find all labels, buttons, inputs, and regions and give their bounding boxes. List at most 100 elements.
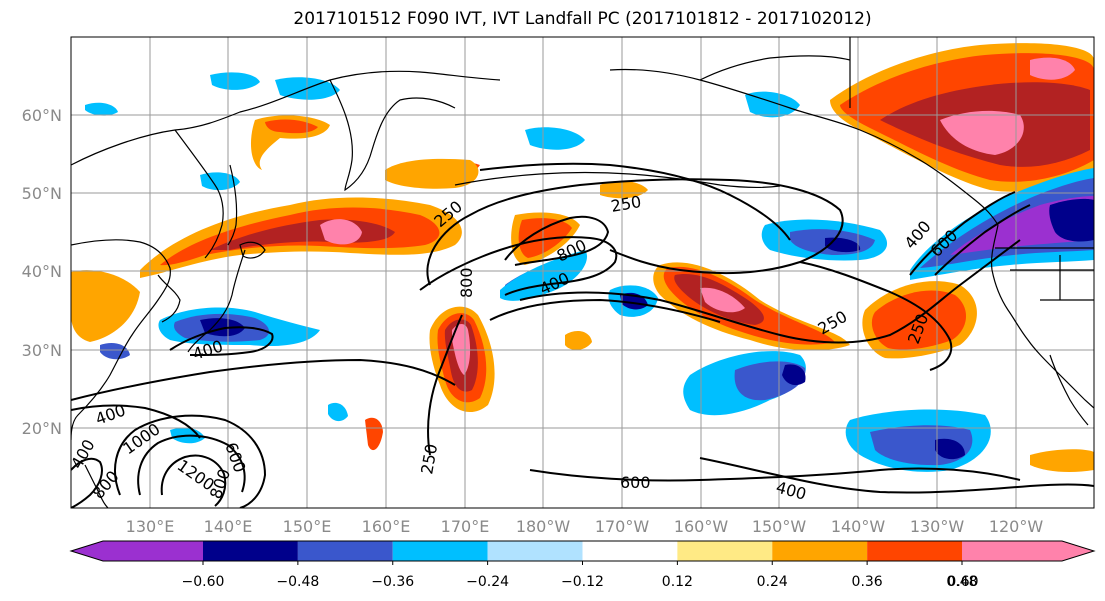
shade-neg-eastern-tropics-dark xyxy=(782,364,806,386)
shade-neg-north-islands-1 xyxy=(210,72,260,90)
lon-label: 140°E xyxy=(204,517,253,536)
contour-250-main-loop xyxy=(426,178,844,286)
coastlines xyxy=(71,37,1094,508)
contour-vortex-outer xyxy=(114,414,267,508)
coast-aleutians xyxy=(454,171,781,188)
contour-250-east-branch xyxy=(799,261,953,371)
lon-label: 140°W xyxy=(831,517,886,536)
map-frame xyxy=(70,36,1095,509)
border-states xyxy=(1010,255,1094,301)
contour-northeast-400 xyxy=(909,191,1016,276)
shade-pos-bering-outer xyxy=(385,158,479,189)
shade-pos-central-small xyxy=(600,180,648,199)
contour-west-edge-loop xyxy=(71,457,103,508)
coast-kamchatka xyxy=(329,79,456,192)
coast-philippines xyxy=(84,464,109,508)
shade-pos-kamchatka-core xyxy=(265,119,318,134)
shade-pos-west-edge-outer xyxy=(71,270,140,342)
contour-400-tropics-west xyxy=(71,404,201,439)
chart-title: 2017101512 F090 IVT, IVT Landfall PC (20… xyxy=(293,9,872,29)
colorbar-segment xyxy=(487,541,583,561)
coast-alaska xyxy=(609,68,999,226)
shade-pos-gulf-alaska-peak xyxy=(940,110,1024,155)
shade-neg-tropics-small-1 xyxy=(328,402,348,422)
coast-alaska-north xyxy=(699,55,851,81)
colorbar-tick-label: −0.24 xyxy=(466,574,509,590)
lon-label: 120°W xyxy=(989,517,1044,536)
lon-label: 170°E xyxy=(441,517,490,536)
colorbar-segment xyxy=(297,541,393,561)
lon-label: 170°W xyxy=(595,517,650,536)
coast-asia-north xyxy=(71,70,501,166)
colorbar-tick-label: 0.24 xyxy=(757,574,788,590)
lat-label: 30°N xyxy=(22,341,62,360)
map-plot-area: 250 250 250 250 800 400 400 400 400 400 … xyxy=(71,37,1094,508)
lat-label: 50°N xyxy=(22,184,62,203)
shade-pos-central-small-2 xyxy=(565,330,592,350)
coast-east-asia xyxy=(71,239,171,441)
colorbar-tick-label: 0.12 xyxy=(662,574,693,590)
contour-250-southern-band xyxy=(71,358,456,401)
coast-japan xyxy=(187,249,246,353)
shade-pos-midlatitude-band-core xyxy=(518,218,572,258)
contour-400-east xyxy=(699,457,1094,494)
contour-vortex-inner xyxy=(160,454,227,507)
colorbar-segment xyxy=(582,541,678,561)
colorbar-tick-label: 0.48 xyxy=(946,574,977,590)
colorbar-segment xyxy=(772,541,868,561)
contour-400-mid xyxy=(489,298,721,323)
contour-250-north xyxy=(479,162,791,241)
shade-pos-east-tropics xyxy=(1030,449,1094,473)
shade-pos-central-pacific-peak xyxy=(700,287,745,313)
contour-600-east xyxy=(529,467,1021,482)
lon-labels: 130°E 140°E 150°E 160°E 170°E 180°W 170°… xyxy=(126,517,1044,536)
colorbar-tick-label: −0.60 xyxy=(182,574,225,590)
shade-pos-western-pacific-peak xyxy=(320,219,362,245)
colorbar-segment xyxy=(71,541,203,561)
coast-hokkaido xyxy=(239,241,266,259)
shade-neg-north-islands-5 xyxy=(85,102,118,116)
contour-label: 800 xyxy=(457,267,476,298)
lon-label: 150°W xyxy=(752,517,807,536)
coast-korea xyxy=(157,274,181,323)
positive-shading xyxy=(71,43,1094,473)
shade-pos-tropic-dot xyxy=(365,417,383,451)
coast-sakhalin xyxy=(227,164,238,246)
lon-label: 160°W xyxy=(674,517,729,536)
colorbar-segment xyxy=(677,541,773,561)
contour-800-inner xyxy=(504,215,610,266)
colorbar-segment xyxy=(962,541,1094,561)
colorbar-segment xyxy=(867,541,962,561)
colorbar-tick-label: 0.36 xyxy=(852,574,883,590)
colorbar-outline xyxy=(69,540,1096,562)
lat-label: 60°N xyxy=(22,106,62,125)
contour-vortex-middle xyxy=(137,434,246,496)
colorbar-tick-label: −0.12 xyxy=(561,574,604,590)
shade-neg-midlatitude-band-light xyxy=(500,250,588,301)
colorbar-tick-label: 0.60 xyxy=(947,574,978,590)
lon-label: 130°W xyxy=(910,517,965,536)
shade-neg-hawaii-dark xyxy=(935,438,965,460)
lat-label: 40°N xyxy=(22,262,62,281)
colorbar-ticks: −0.60 −0.48 −0.36 −0.24 −0.12 0.12 0.24 … xyxy=(182,574,979,590)
coast-canada-west xyxy=(990,224,1094,409)
contour-250-large-loop xyxy=(519,239,1021,344)
lon-label: 130°E xyxy=(126,517,175,536)
contour-label: 600 xyxy=(620,473,651,492)
shade-neg-north-islands-3 xyxy=(525,127,585,150)
coast-okhotsk xyxy=(174,129,224,259)
colorbar-segment xyxy=(203,541,298,561)
colorbar-segment xyxy=(392,541,488,561)
colorbar xyxy=(69,540,1096,565)
colorbar-tick-label: −0.48 xyxy=(276,574,319,590)
lon-label: 180°W xyxy=(516,517,571,536)
coast-baja xyxy=(1049,354,1089,426)
title-container: 2017101512 F090 IVT, IVT Landfall PC (20… xyxy=(0,0,1105,40)
shade-neg-tropics-small-3 xyxy=(100,343,130,360)
contour-250-south xyxy=(427,314,463,456)
lon-label: 160°E xyxy=(362,517,411,536)
lat-label: 20°N xyxy=(22,419,62,438)
ivt-contours xyxy=(71,162,1094,508)
shade-pos-northeast-pacific-core xyxy=(871,290,967,350)
